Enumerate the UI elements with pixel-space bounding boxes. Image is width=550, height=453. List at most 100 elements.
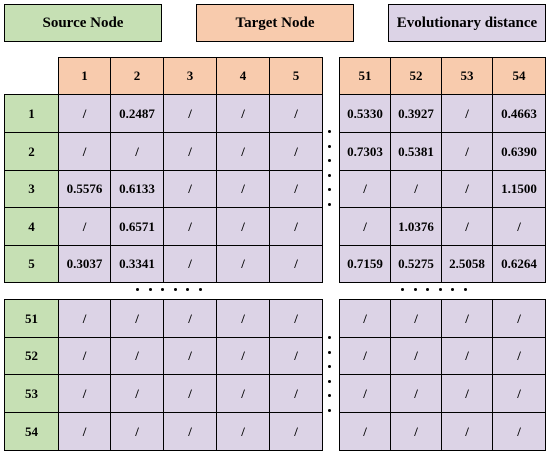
horizontal-ellipsis-left [136, 288, 202, 292]
legend-evolutionary-distance: Evolutionary distance [388, 4, 546, 42]
target-col-header: 51 [339, 57, 391, 95]
distance-cell: / [492, 412, 546, 451]
vertical-ellipsis-bottom [328, 336, 332, 412]
source-row-label-text: 5 [28, 256, 35, 271]
target-col-header-text: 51 [358, 68, 372, 83]
distance-cell: / [441, 299, 493, 338]
distance-cell-text: 2.5058 [449, 256, 485, 271]
source-row-label: 3 [4, 170, 59, 208]
target-col-header-text: 53 [460, 68, 474, 83]
distance-cell-text: 0.6390 [501, 143, 537, 159]
distance-cell: / [339, 299, 391, 338]
distance-cell-text: 0.2487 [119, 105, 155, 121]
distance-cell-text: 0.3927 [398, 105, 434, 121]
distance-cell-text: / [241, 181, 245, 196]
distance-cell: / [216, 374, 270, 413]
distance-cell: / [390, 374, 442, 413]
distance-cell-text: / [82, 105, 87, 121]
distance-cell: 0.3341 [110, 245, 164, 283]
distance-cell: / [110, 132, 164, 171]
distance-cell: / [163, 132, 217, 171]
distance-cell-text: / [82, 348, 87, 363]
distance-cell-text: 0.6264 [501, 256, 537, 271]
distance-cell: 0.6571 [110, 207, 164, 246]
distance-cell-text: / [363, 348, 367, 363]
distance-cell-text: / [465, 181, 469, 196]
distance-cell: 0.4663 [492, 94, 546, 133]
distance-cell: 1.1500 [492, 170, 546, 208]
distance-cell: / [390, 337, 442, 375]
distance-cell: / [441, 94, 493, 133]
source-row-label: 1 [4, 94, 59, 133]
distance-cell: / [492, 207, 546, 246]
source-row-label: 5 [4, 245, 59, 283]
distance-cell: / [163, 245, 217, 283]
distance-cell: 0.6390 [492, 132, 546, 171]
source-row-label-text: 51 [25, 310, 38, 326]
legend-source-label: Source Node [42, 14, 124, 31]
distance-cell: / [441, 337, 493, 375]
distance-cell-text: / [517, 310, 521, 326]
legend-target-node: Target Node [196, 4, 354, 42]
legend-distance-label: Evolutionary distance [396, 14, 538, 31]
distance-cell: / [269, 170, 323, 208]
distance-cell-text: / [188, 385, 192, 401]
distance-cell-text: / [241, 348, 245, 363]
distance-cell-text: / [294, 143, 298, 159]
target-col-header-text: 1 [81, 68, 88, 83]
target-col-header: 4 [216, 57, 270, 95]
distance-cell: / [163, 94, 217, 133]
distance-cell-text: / [82, 385, 87, 401]
distance-cell: / [216, 245, 270, 283]
source-row-label-text: 54 [25, 423, 38, 439]
distance-cell-text: / [465, 385, 469, 401]
distance-cell-text: / [294, 218, 298, 234]
distance-cell: / [492, 337, 546, 375]
distance-cell: / [441, 132, 493, 171]
distance-cell-text: / [363, 218, 367, 234]
target-col-header: 54 [492, 57, 546, 95]
distance-cell: / [163, 170, 217, 208]
distance-cell-text: / [465, 143, 469, 159]
distance-cell: / [58, 374, 111, 413]
distance-cell-text: 1.0376 [398, 218, 434, 234]
distance-cell: / [58, 207, 111, 246]
distance-cell: / [269, 374, 323, 413]
distance-cell: / [216, 299, 270, 338]
distance-cell: / [216, 207, 270, 246]
legend-target-label: Target Node [235, 14, 315, 31]
distance-cell-text: / [465, 105, 469, 121]
distance-cell: / [339, 337, 391, 375]
distance-cell: / [492, 374, 546, 413]
distance-cell: 0.2487 [110, 94, 164, 133]
distance-cell: / [58, 337, 111, 375]
source-row-label: 4 [4, 207, 59, 246]
legend-source-node: Source Node [4, 4, 162, 42]
distance-cell-text: / [135, 310, 139, 326]
distance-cell-text: / [517, 348, 521, 363]
distance-cell: / [163, 207, 217, 246]
distance-cell: 2.5058 [441, 245, 493, 283]
distance-cell: / [269, 132, 323, 171]
distance-cell: 0.3927 [390, 94, 442, 133]
distance-cell: / [441, 207, 493, 246]
distance-cell-text: / [82, 218, 87, 234]
distance-cell-text: / [241, 105, 245, 121]
distance-cell-text: 0.5576 [66, 181, 103, 196]
distance-cell: 0.5275 [390, 245, 442, 283]
distance-cell: / [58, 132, 111, 171]
distance-cell-text: / [294, 181, 298, 196]
distance-cell-text: / [465, 310, 469, 326]
distance-cell: / [339, 207, 391, 246]
source-row-label-text: 3 [28, 181, 35, 196]
distance-cell: / [339, 374, 391, 413]
distance-cell-text: 0.3341 [119, 256, 155, 271]
target-col-header-text: 52 [409, 68, 423, 83]
distance-cell-text: / [414, 310, 418, 326]
distance-cell: / [441, 170, 493, 208]
distance-cell: 0.6264 [492, 245, 546, 283]
distance-cell: 0.7303 [339, 132, 391, 171]
distance-cell-text: / [294, 105, 298, 121]
distance-cell-text: / [241, 310, 245, 326]
distance-cell: 0.5330 [339, 94, 391, 133]
